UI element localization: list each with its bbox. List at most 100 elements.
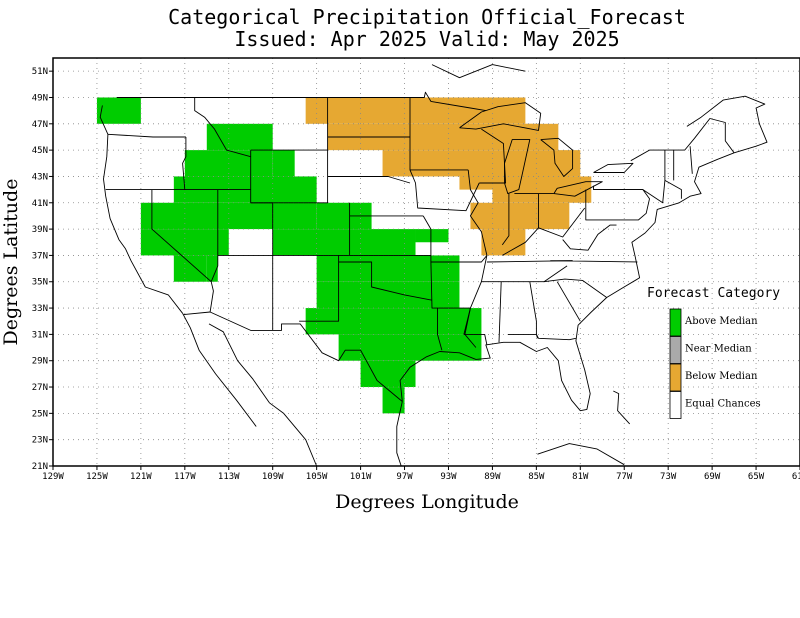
legend-label: Below Median: [685, 371, 758, 382]
y-tick-label: 33N: [32, 304, 48, 314]
state-ny-border: [593, 150, 666, 204]
below-median-area: [470, 202, 570, 230]
x-tick-label: 89W: [484, 472, 501, 482]
state-id-mt: [194, 97, 251, 158]
x-tick-label: 125W: [86, 472, 108, 482]
x-tick-label: 85W: [528, 472, 545, 482]
above-median-area: [206, 123, 273, 151]
above-median-area: [316, 281, 460, 309]
below-median-area: [481, 229, 526, 256]
above-median-area: [96, 97, 141, 124]
state-il-in: [501, 193, 510, 246]
above-median-area: [316, 255, 460, 282]
lake-huron: [540, 137, 574, 177]
gulf-coastline: [399, 340, 591, 412]
y-tick-label: 23N: [32, 436, 48, 446]
x-tick-label: 97W: [396, 472, 413, 482]
x-tick-label: 109W: [262, 472, 284, 482]
above-median-area: [140, 202, 317, 230]
state-ar-border: [430, 261, 471, 309]
x-tick-label: 129W: [42, 472, 64, 482]
state-sd-ne: [327, 176, 411, 184]
y-tick-label: 27N: [32, 383, 48, 393]
lake-ontario: [593, 162, 634, 173]
state-ga-sc: [556, 281, 581, 322]
hudson-bay-shore: [431, 64, 526, 79]
atlantic-coastline: [575, 152, 735, 342]
legend-label: Above Median: [684, 316, 758, 327]
below-median-area: [305, 97, 526, 124]
state-nc-sc: [543, 278, 607, 298]
lake-erie: [553, 181, 603, 197]
y-tick-label: 35N: [32, 278, 48, 288]
state-id-or: [182, 137, 187, 190]
mexico-gulf-coast: [396, 401, 403, 467]
forecast-shading-layer: [96, 97, 592, 414]
y-tick-label: 43N: [32, 172, 48, 182]
state-fl-border: [507, 333, 576, 341]
state-la-ms: [463, 307, 488, 345]
state-nh-me: [689, 146, 693, 174]
y-tick-label: 41N: [32, 199, 48, 209]
x-tick-label: 101W: [350, 472, 372, 482]
mississippi-river: [464, 169, 488, 348]
state-wv-va: [562, 224, 617, 251]
state-nv-ca: [151, 189, 212, 283]
cuba-outline: [537, 443, 625, 466]
y-tick-label: 31N: [32, 330, 48, 340]
state-nm-tx: [299, 255, 340, 322]
above-median-area: [382, 387, 405, 414]
mexico-pacific-coast: [283, 413, 318, 467]
mexico-border: [183, 311, 403, 402]
x-tick-label: 77W: [616, 472, 633, 482]
y-tick-label: 21N: [32, 462, 48, 472]
y-tick-labels: 51N 49N 47N 45N 43N 41N 39N 37N 35N 33N 31N 29N 27N 2…: [32, 67, 53, 472]
bahamas-outline: [613, 390, 631, 425]
below-median-area: [525, 123, 537, 137]
baja-coastline: [182, 313, 257, 427]
canada-border: [116, 91, 486, 112]
gulf-of-california-coast: [208, 323, 284, 414]
above-median-area: [272, 150, 295, 177]
state-az-west: [209, 281, 214, 313]
legend-label: Equal Chances: [685, 399, 761, 410]
state-ms-al: [498, 281, 502, 343]
above-median-area: [415, 229, 449, 243]
above-median-area: [173, 255, 207, 282]
y-tick-label: 45N: [32, 146, 48, 156]
x-tick-label: 93W: [440, 472, 457, 482]
canada-east-coast: [686, 95, 768, 154]
legend-item: Below Median: [669, 363, 758, 392]
legend-title: Forecast Category: [647, 286, 780, 301]
x-tick-label: 105W: [306, 472, 328, 482]
title-line-1: Categorical Precipitation Official_Forec…: [168, 5, 686, 29]
above-median-area: [206, 255, 218, 282]
x-tick-labels: 129W 125W 121W 117W 113W 109W 105W 101W 97W 93W 89…: [42, 466, 800, 482]
state-ga-fl: [535, 334, 538, 339]
state-nv-east: [210, 189, 219, 282]
canada-east-border: [630, 118, 735, 162]
map-frame: [52, 57, 800, 467]
above-median-area: [360, 360, 416, 388]
above-median-area: [272, 229, 416, 256]
state-ne-border: [664, 180, 682, 199]
x-tick-label: 65W: [748, 472, 765, 482]
legend-item: Near Median: [669, 336, 752, 364]
y-tick-label: 51N: [32, 67, 48, 77]
state-al-ga: [529, 281, 537, 335]
y-tick-label: 39N: [32, 225, 48, 235]
above-median-area: [338, 334, 482, 361]
below-median-area: [492, 176, 592, 203]
state-tx-la: [437, 308, 443, 351]
y-tick-label: 29N: [32, 357, 48, 367]
legend-items: Above Median Near Median Below Median Equal…: [669, 308, 761, 419]
state-ia-border: [409, 169, 480, 212]
title-line-2: Issued: Apr 2025 Valid: May 2025: [234, 27, 619, 51]
x-axis-title: Degrees Longitude: [335, 491, 519, 513]
graticule-layer: [53, 58, 800, 467]
y-axis-title: Degrees Latitude: [0, 179, 22, 346]
legend-swatch: [669, 336, 682, 364]
x-tick-label: 121W: [130, 472, 152, 482]
legend-label: Near Median: [685, 344, 752, 355]
